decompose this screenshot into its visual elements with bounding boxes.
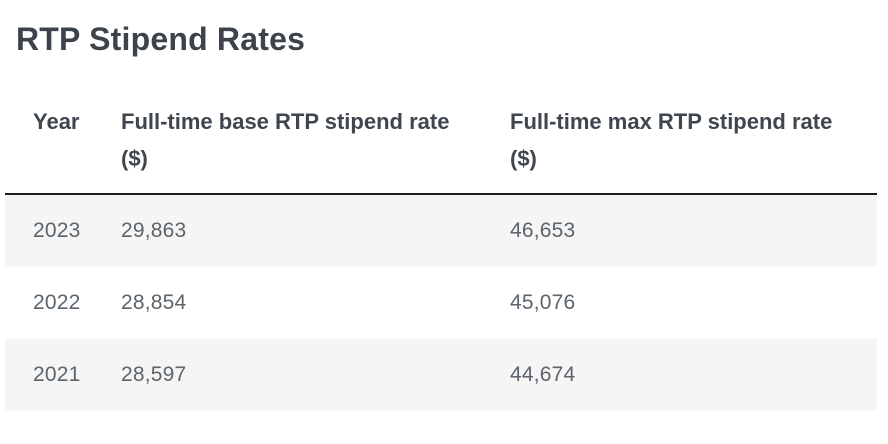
table-header: Year Full-time base RTP stipend rate ($)…: [5, 103, 877, 195]
stipend-rates-table: Year Full-time base RTP stipend rate ($)…: [5, 103, 877, 411]
year-cell: 2022: [33, 291, 81, 314]
table-row-2022: 2022 28,854 45,076: [5, 267, 877, 339]
base-rate-cell: 28,854: [121, 291, 187, 314]
header-row: Year Full-time base RTP stipend rate ($)…: [5, 103, 877, 195]
column-header-max-rate: Full-time max RTP stipend rate ($): [510, 103, 877, 195]
year-cell: 2021: [33, 363, 81, 386]
max-rate-cell: 45,076: [510, 291, 576, 314]
column-header-base-rate: Full-time base RTP stipend rate ($): [121, 103, 510, 195]
max-rate-cell: 44,674: [510, 363, 576, 386]
column-header-max-rate-label: Full-time max RTP stipend rate ($): [510, 109, 833, 171]
table-body: 2023 29,863 46,653 2022 28,854 45,076 20…: [5, 194, 877, 411]
base-rate-cell: 29,863: [121, 219, 187, 242]
max-rate-cell: 46,653: [510, 219, 576, 242]
column-header-base-rate-label: Full-time base RTP stipend rate ($): [121, 109, 450, 171]
year-cell: 2023: [33, 219, 81, 242]
table-row-2021: 2021 28,597 44,674: [5, 339, 877, 411]
column-header-year-label: Year: [33, 109, 80, 134]
column-header-year: Year: [5, 103, 121, 195]
base-rate-cell: 28,597: [121, 363, 187, 386]
table-row-2023: 2023 29,863 46,653: [5, 194, 877, 267]
page-title: RTP Stipend Rates: [16, 21, 306, 57]
